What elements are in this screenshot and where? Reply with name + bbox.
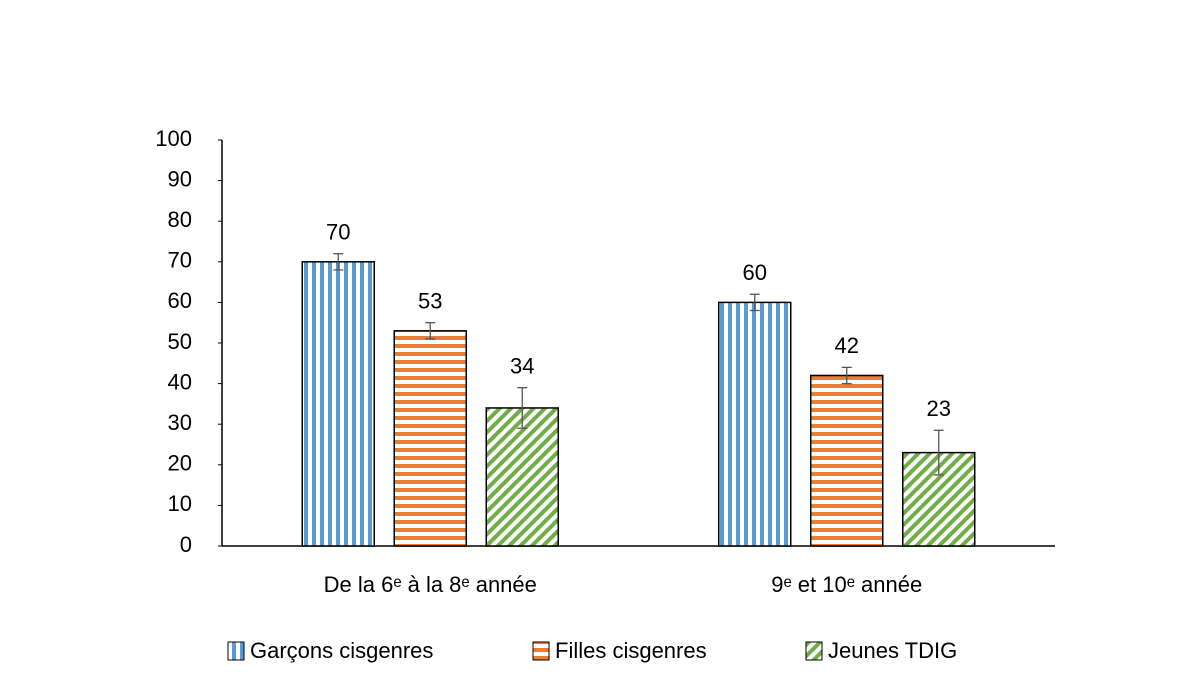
y-tick-label: 80 (168, 207, 192, 232)
y-tick-label: 50 (168, 329, 192, 354)
legend-label: Jeunes TDIG (828, 638, 957, 663)
bar (393, 330, 467, 547)
legend-swatch (532, 641, 550, 661)
x-tick-label: De la 6ᵉ à la 8ᵉ année (324, 572, 537, 597)
data-label: 60 (743, 260, 767, 285)
data-label: 23 (927, 396, 951, 421)
data-label: 42 (835, 333, 859, 358)
y-tick-label: 30 (168, 410, 192, 435)
legend-label: Filles cisgenres (555, 638, 707, 663)
y-tick-label: 20 (168, 451, 192, 476)
error-bar (841, 366, 852, 385)
y-tick-label: 90 (168, 166, 192, 191)
data-label: 53 (418, 289, 442, 314)
error-bar (333, 253, 344, 271)
bar (301, 261, 375, 547)
y-tick-label: 0 (180, 532, 192, 557)
error-bar (517, 387, 528, 429)
legend-label: Garçons cisgenres (250, 638, 433, 663)
data-label: 34 (510, 353, 534, 378)
bar (718, 301, 792, 547)
y-tick-label: 70 (168, 248, 192, 273)
x-tick-label: 9ᵉ et 10ᵉ année (771, 572, 922, 597)
legend-swatch (805, 641, 823, 661)
error-bar (749, 293, 760, 312)
y-tick-label: 40 (168, 369, 192, 394)
error-bar (425, 322, 436, 340)
y-tick-label: 10 (168, 491, 192, 516)
y-tick-label: 60 (168, 288, 192, 313)
y-tick-label: 100 (155, 126, 192, 151)
error-bar (933, 429, 944, 476)
data-label: 70 (326, 219, 350, 244)
bar (810, 374, 884, 547)
legend-swatch (227, 641, 245, 661)
